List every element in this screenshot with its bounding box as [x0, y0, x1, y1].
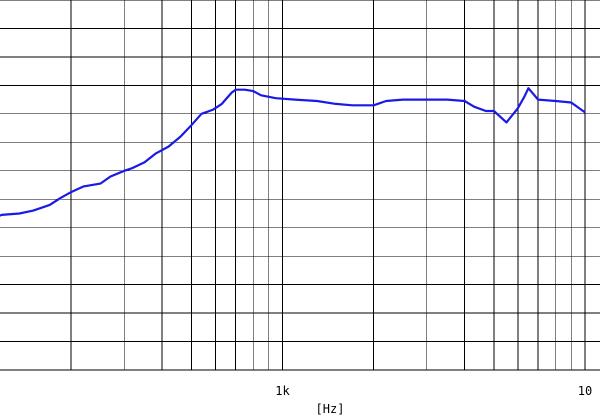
x-axis-label: [Hz]	[316, 402, 345, 416]
x-tick-label: 1k	[275, 384, 290, 398]
x-tick-label: 10	[578, 384, 592, 398]
response-series-line	[0, 87, 586, 217]
grid-lines	[0, 0, 600, 371]
series-group	[0, 87, 586, 217]
x-tick-labels: 1k 10	[275, 384, 592, 398]
